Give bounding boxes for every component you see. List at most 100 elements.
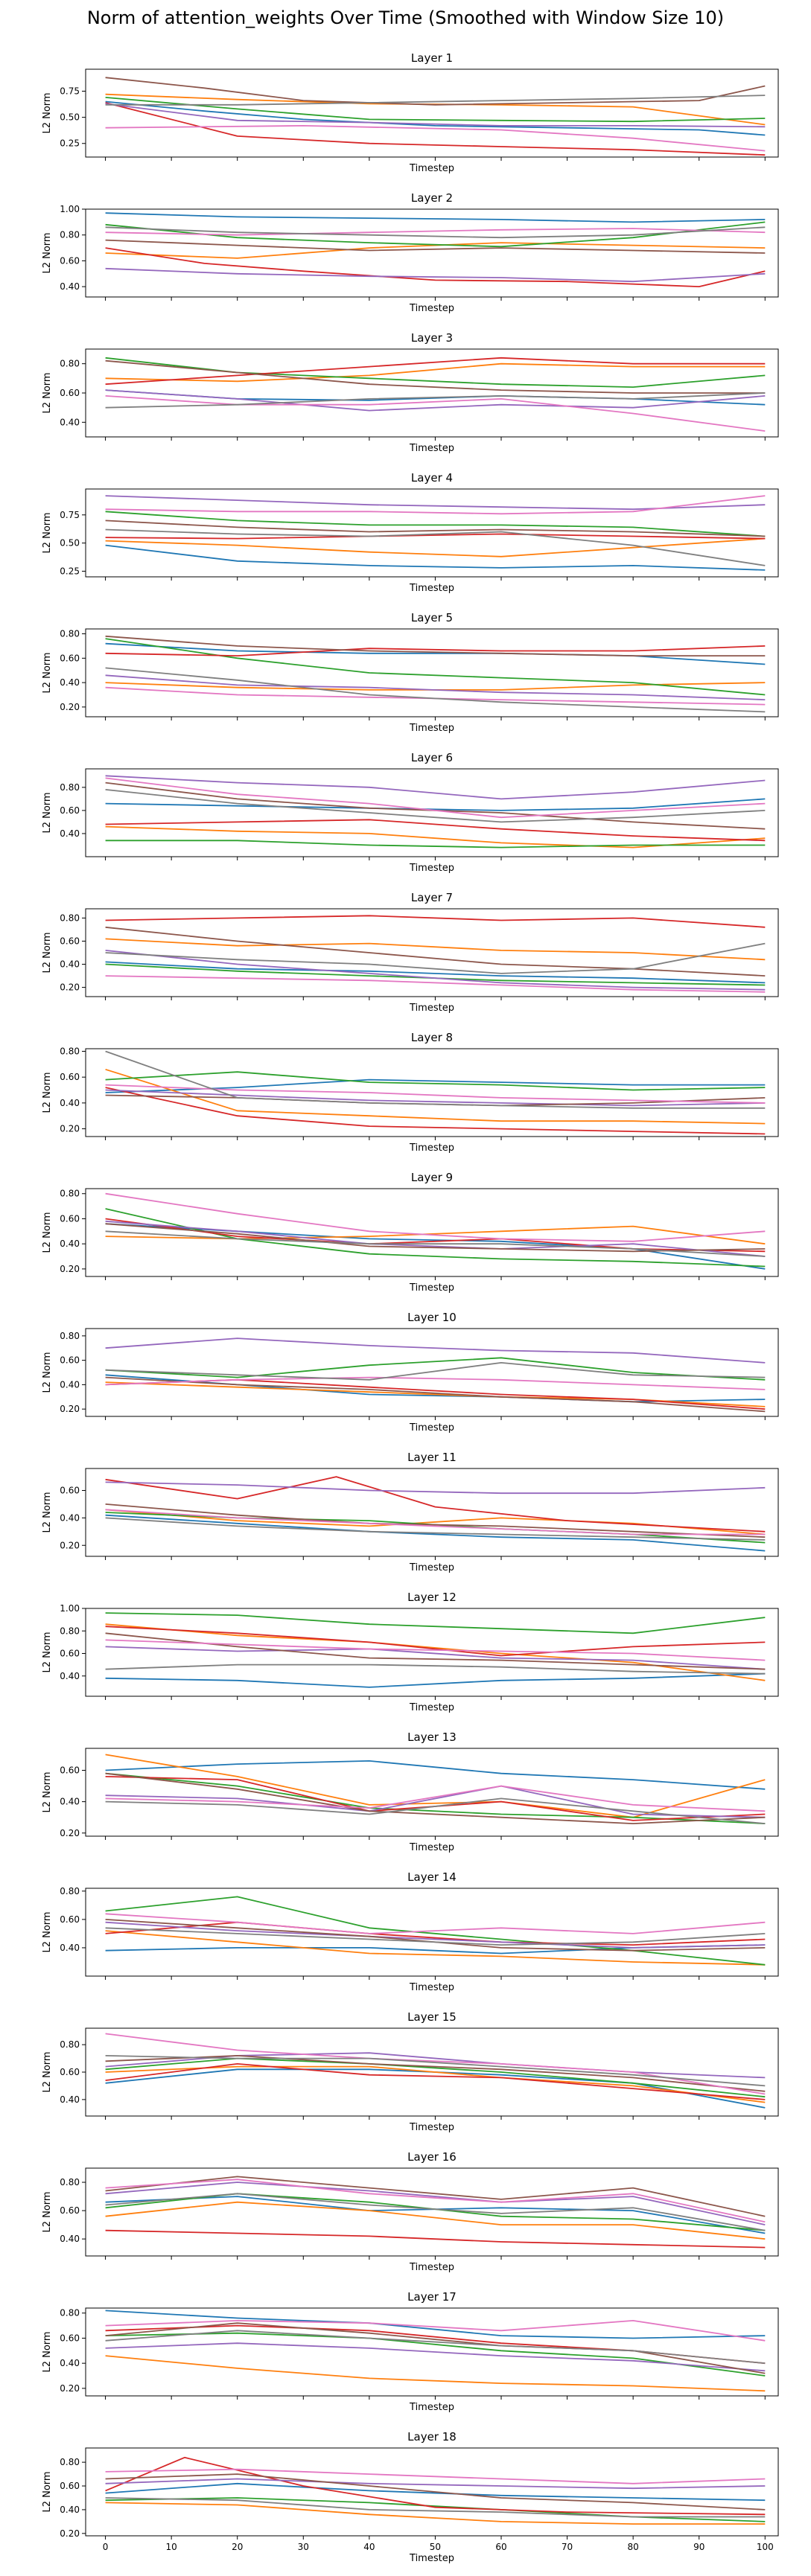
panel-title: Layer 3 — [411, 331, 453, 345]
series-line — [105, 2478, 766, 2490]
series-line — [105, 228, 766, 236]
panel-layer-11: Layer 11 0.20 0.40 0.60 L2 Norm Timestep — [42, 1451, 779, 1573]
panel-title: Layer 1 — [411, 51, 453, 65]
panel-title: Layer 10 — [407, 1311, 457, 1324]
y-axis-label: L2 Norm — [42, 2471, 53, 2512]
y-tick-label: 0.60 — [60, 2205, 80, 2216]
series-line — [105, 1376, 766, 1413]
series-line — [105, 825, 766, 848]
panel-lines — [105, 212, 766, 287]
y-axis-label: L2 Norm — [42, 1631, 53, 1672]
panel-axes-frame — [85, 1188, 779, 1277]
y-tick-label: 0.60 — [60, 1072, 80, 1082]
series-line — [105, 1362, 766, 1381]
series-line — [105, 2033, 766, 2095]
y-tick-label: 0.80 — [60, 782, 80, 793]
y-tick-label: 0.60 — [60, 805, 80, 816]
series-line — [105, 221, 766, 248]
series-line — [105, 1785, 766, 1812]
series-line — [105, 1050, 766, 1109]
panel-lines — [105, 495, 766, 571]
y-axis-label: L2 Norm — [42, 2331, 53, 2372]
panel-axes-frame — [85, 2167, 779, 2257]
y-tick-label: 0.80 — [60, 1886, 80, 1896]
y-tick-label: 0.25 — [60, 138, 80, 149]
y-tick-label: 0.60 — [60, 2333, 80, 2343]
series-line — [105, 2468, 766, 2484]
y-tick-label: 0.60 — [60, 388, 80, 398]
series-line — [105, 1078, 766, 1093]
y-tick-label: 0.60 — [60, 1914, 80, 1925]
y-tick-label: 1.00 — [60, 204, 80, 214]
series-line — [105, 2063, 766, 2100]
y-tick-label: 0.40 — [60, 1239, 80, 1249]
y-tick-label: 0.20 — [60, 1404, 80, 1414]
series-line — [105, 537, 766, 557]
x-tick-label: 80 — [628, 2542, 639, 2552]
series-line — [105, 775, 766, 800]
y-tick-label: 0.20 — [60, 982, 80, 993]
x-axis-label: Timestep — [409, 1282, 454, 1294]
x-axis-label: Timestep — [409, 443, 454, 454]
panel-axes-frame — [85, 628, 779, 717]
series-line — [105, 2497, 766, 2518]
series-line — [105, 267, 766, 283]
panel-lines — [105, 2176, 766, 2249]
series-line — [105, 2502, 766, 2525]
x-axis-label: Timestep — [409, 583, 454, 594]
panel-axes-frame — [85, 1608, 779, 1697]
panel-axes-frame — [85, 1888, 779, 1977]
panel-lines — [105, 77, 766, 156]
y-tick-label: 0.40 — [60, 1797, 80, 1807]
panel-title: Layer 12 — [407, 1591, 457, 1604]
panel-lines — [105, 1612, 766, 1688]
series-line — [105, 2182, 766, 2225]
panel-title: Layer 11 — [407, 1451, 457, 1464]
series-line — [105, 1071, 766, 1091]
panel-layer-7: Layer 7 0.20 0.40 0.60 0.80 L2 Norm Timestep — [42, 891, 779, 1014]
series-line — [105, 1772, 766, 1824]
y-axis-label: L2 Norm — [42, 92, 53, 133]
series-line — [105, 1218, 766, 1253]
panel-layer-10: Layer 10 0.20 0.40 0.60 0.80 L2 Norm Timestep — [42, 1311, 779, 1434]
y-tick-label: 0.80 — [60, 629, 80, 639]
series-line — [105, 2330, 766, 2365]
y-tick-label: 0.40 — [60, 281, 80, 292]
y-tick-label: 0.40 — [60, 2094, 80, 2105]
y-tick-label: 0.80 — [60, 2039, 80, 2050]
panel-layer-15: Layer 15 0.40 0.60 0.80 L2 Norm Timestep — [42, 2010, 779, 2133]
panel-lines — [105, 915, 766, 993]
series-line — [105, 1626, 766, 1657]
series-line — [105, 926, 766, 977]
series-line — [105, 533, 766, 540]
series-line — [105, 1517, 766, 1541]
panel-layer-2: Layer 2 0.40 0.60 0.80 1.00 L2 Norm Timestep — [42, 191, 779, 314]
panel-title: Layer 8 — [411, 1031, 453, 1044]
panel-title: Layer 5 — [411, 611, 453, 624]
series-line — [105, 389, 766, 412]
y-axis-label: L2 Norm — [42, 792, 53, 833]
series-line — [105, 2332, 766, 2377]
panel-layer-6: Layer 6 0.40 0.60 0.80 L2 Norm Timestep — [42, 751, 779, 874]
series-line — [105, 1357, 766, 1381]
series-line — [105, 239, 766, 254]
series-line — [105, 1913, 766, 1934]
figure-title: Norm of attention_weights Over Time (Smo… — [87, 7, 724, 28]
series-line — [105, 819, 766, 842]
y-tick-label: 0.40 — [60, 1943, 80, 1953]
x-tick-label: 0 — [103, 2542, 109, 2552]
y-axis-label: L2 Norm — [42, 1911, 53, 1952]
series-line — [105, 392, 766, 409]
panel-axes-frame — [85, 908, 779, 997]
x-axis-label: Timestep — [409, 1982, 454, 1993]
panel-title: Layer 6 — [411, 751, 453, 764]
panel-layer-12: Layer 12 0.40 0.60 0.80 1.00 L2 Norm Timestep — [42, 1591, 779, 1713]
series-line — [105, 1376, 766, 1390]
series-line — [105, 2193, 766, 2231]
panel-layer-3: Layer 3 0.40 0.60 0.80 L2 Norm Timestep — [42, 331, 779, 454]
panel-title: Layer 16 — [407, 2150, 457, 2164]
series-line — [105, 2068, 766, 2109]
panel-title: Layer 2 — [411, 191, 453, 205]
x-axis-label: Timestep — [409, 2402, 454, 2413]
